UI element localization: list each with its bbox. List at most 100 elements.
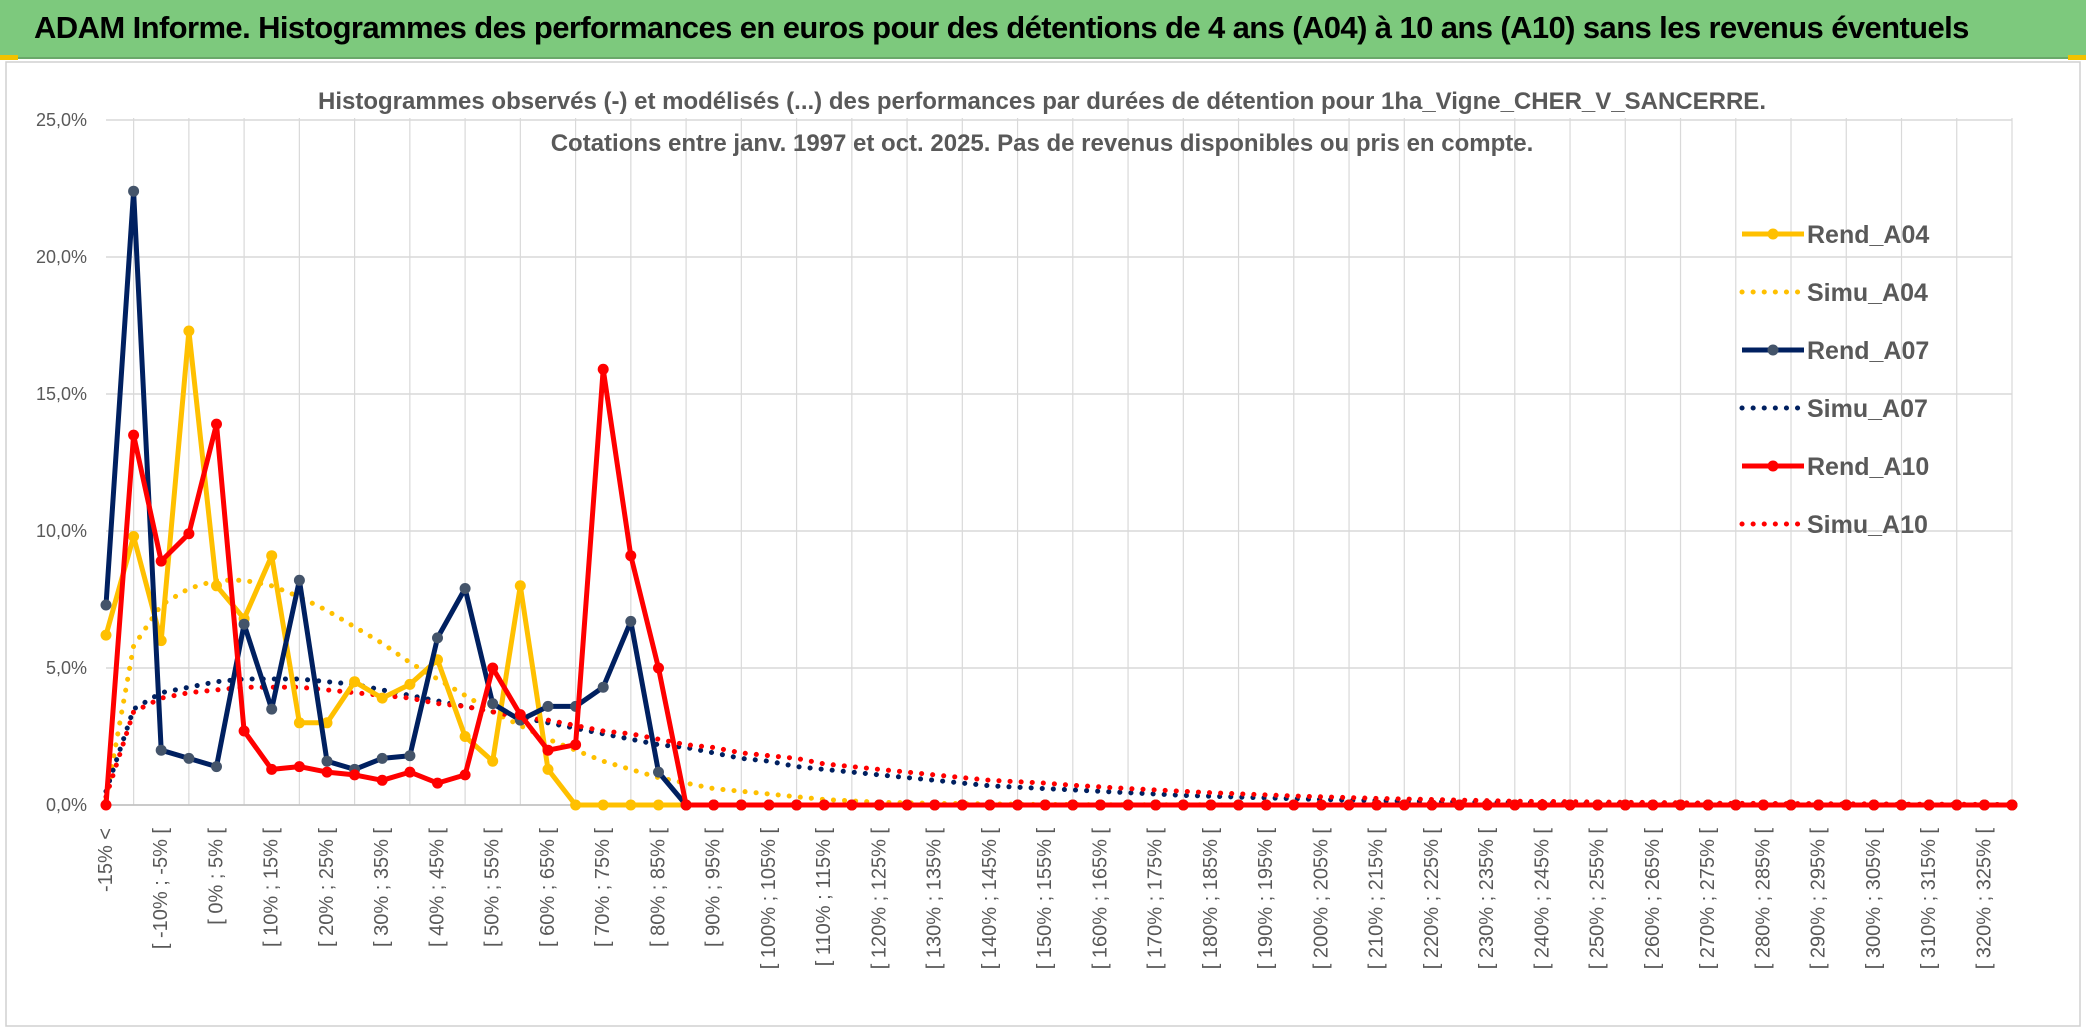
data-point xyxy=(183,325,195,337)
chart-title-group: Histogrammes observés (-) et modélisés (… xyxy=(318,88,1766,157)
data-point xyxy=(1813,799,1825,811)
data-point xyxy=(432,777,443,789)
x-tick-label: [ 240% ; 245% [ xyxy=(1531,828,1553,970)
x-tick-label: [ 0% ; 5% [ xyxy=(205,828,227,925)
data-point xyxy=(708,799,720,811)
data-point xyxy=(597,799,609,811)
data-point xyxy=(487,755,499,767)
corner-mark-right xyxy=(2068,55,2086,60)
data-point xyxy=(1730,799,1742,811)
data-point xyxy=(1039,799,1051,811)
data-point xyxy=(404,750,416,762)
legend-item-simu-a04: Simu_A04 xyxy=(1739,279,1928,307)
data-point xyxy=(376,774,388,786)
report-title: ADAM Informe. Histogrammes des performan… xyxy=(34,10,1969,45)
data-point xyxy=(183,752,195,764)
data-point xyxy=(1536,799,1548,811)
x-tick-label: [ 320% ; 325% [ xyxy=(1973,828,1995,970)
data-point xyxy=(293,717,305,729)
data-point xyxy=(128,429,140,441)
line-rend-a07 xyxy=(103,188,2012,808)
data-point xyxy=(459,769,471,781)
data-point xyxy=(901,799,913,811)
data-point xyxy=(1564,799,1576,811)
data-point xyxy=(597,681,609,693)
data-point xyxy=(1978,799,1990,811)
y-tick-label: 20,0% xyxy=(36,247,87,267)
data-point xyxy=(1177,799,1189,811)
data-point xyxy=(155,744,167,756)
data-point xyxy=(653,799,664,811)
series-rend-a07 xyxy=(100,185,2018,811)
data-point xyxy=(1454,799,1465,811)
data-point xyxy=(1896,799,1907,811)
data-point xyxy=(1840,799,1852,811)
x-axis-ticks: -15% < [ -10% ; -5% [[ 0% ; 5% [[ 10% ; 1… xyxy=(95,828,1995,970)
legend-marker xyxy=(1767,460,1779,472)
data-point xyxy=(1426,799,1438,811)
data-point xyxy=(1012,799,1024,811)
line-simu-a07 xyxy=(103,676,2015,808)
x-tick-label: [ 10% ; 15% [ xyxy=(261,828,283,947)
data-point xyxy=(100,629,112,641)
series-rend-a04 xyxy=(100,325,2018,811)
data-point xyxy=(293,574,305,586)
x-tick-label: [ 100% ; 105% [ xyxy=(758,828,780,970)
data-point xyxy=(625,615,637,627)
data-point xyxy=(128,185,140,197)
x-tick-label: [ 170% ; 175% [ xyxy=(1145,828,1167,970)
x-tick-label: -15% < xyxy=(95,828,117,892)
data-point xyxy=(763,799,775,811)
data-point xyxy=(956,799,968,811)
data-point xyxy=(542,744,554,756)
x-tick-label: [ 270% ; 275% [ xyxy=(1697,828,1719,970)
data-point xyxy=(1260,799,1272,811)
data-point xyxy=(459,731,471,742)
data-point xyxy=(1122,799,1134,811)
x-tick-label: [ 110% ; 115% [ xyxy=(813,828,835,967)
data-point xyxy=(542,700,554,712)
data-point xyxy=(155,635,167,647)
data-point xyxy=(680,799,692,811)
data-point xyxy=(128,531,140,542)
data-point xyxy=(542,763,554,775)
data-point xyxy=(266,703,278,715)
x-tick-label: [ 20% ; 25% [ xyxy=(316,828,338,947)
data-point xyxy=(321,717,333,729)
data-point xyxy=(238,725,250,737)
x-tick-label: [ 180% ; 185% [ xyxy=(1200,828,1222,970)
data-point xyxy=(791,799,803,811)
legend-label: Simu_A04 xyxy=(1807,279,1928,307)
x-tick-label: [ 160% ; 165% [ xyxy=(1089,828,1111,970)
data-point xyxy=(929,799,941,811)
x-tick-label: [ 310% ; 315% [ xyxy=(1918,828,1940,970)
series-simu-a10 xyxy=(103,684,2015,807)
x-tick-label: [ 60% ; 65% [ xyxy=(537,828,559,947)
legend-label: Rend_A07 xyxy=(1807,337,1929,365)
data-point xyxy=(376,692,388,704)
data-point xyxy=(1205,799,1217,811)
legend-item-rend-a10: Rend_A10 xyxy=(1742,453,1929,481)
legend-item-rend-a07: Rend_A07 xyxy=(1742,337,1929,365)
data-point xyxy=(570,799,582,811)
legend-item-rend-a04: Rend_A04 xyxy=(1742,221,1929,249)
data-point xyxy=(1150,799,1162,811)
data-point xyxy=(238,618,250,630)
data-point xyxy=(487,698,499,710)
data-point xyxy=(1675,799,1686,811)
x-tick-label: [ 140% ; 145% [ xyxy=(979,828,1001,970)
data-point xyxy=(376,752,388,764)
y-tick-label: 5,0% xyxy=(46,658,87,678)
y-tick-label: 0,0% xyxy=(46,795,87,815)
data-point xyxy=(625,550,637,562)
chart-area-border xyxy=(5,61,2081,1027)
data-point xyxy=(984,799,996,811)
data-point xyxy=(211,418,222,430)
data-point xyxy=(100,599,112,611)
data-point xyxy=(735,799,747,811)
data-point xyxy=(1647,799,1659,811)
grid-layer xyxy=(106,118,2013,806)
data-point xyxy=(321,755,333,767)
